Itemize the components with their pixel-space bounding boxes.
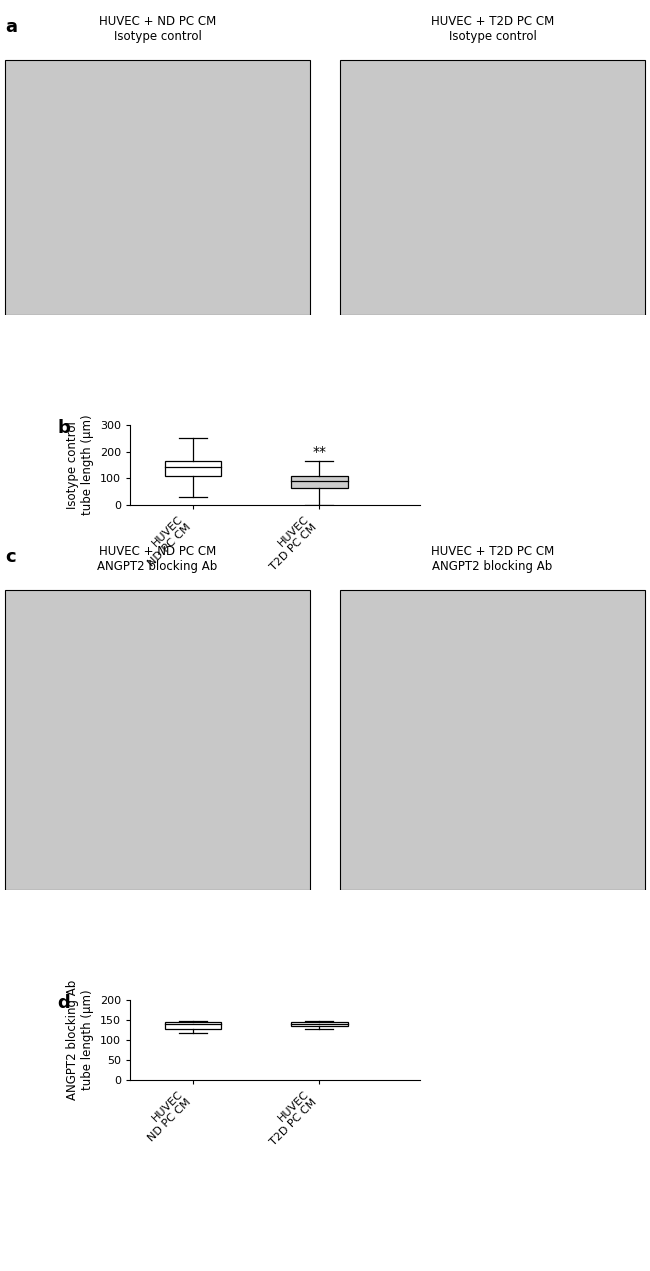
Bar (164, 461, 222, 475)
Bar (164, 1022, 222, 1030)
Text: c: c (5, 548, 16, 566)
Bar (291, 477, 348, 488)
Text: HUVEC + ND PC CM
Isotype control: HUVEC + ND PC CM Isotype control (99, 15, 216, 43)
Text: HUVEC + T2D PC CM
ANGPT2 blocking Ab: HUVEC + T2D PC CM ANGPT2 blocking Ab (431, 545, 554, 573)
Bar (291, 1022, 348, 1027)
Bar (340, 60, 645, 315)
Bar (5, 590, 310, 890)
Text: HUVEC + ND PC CM
ANGPT2 blocking Ab: HUVEC + ND PC CM ANGPT2 blocking Ab (98, 545, 218, 573)
Y-axis label: Isotype control
tube length (μm): Isotype control tube length (μm) (66, 414, 94, 515)
Bar (5, 60, 310, 315)
Text: d: d (57, 994, 70, 1012)
Text: a: a (5, 18, 17, 36)
Text: b: b (57, 418, 70, 437)
Text: **: ** (312, 445, 326, 459)
Bar (340, 590, 645, 890)
Y-axis label: ANGPT2 blocking Ab
tube length (μm): ANGPT2 blocking Ab tube length (μm) (66, 980, 94, 1101)
Text: HUVEC + T2D PC CM
Isotype control: HUVEC + T2D PC CM Isotype control (431, 15, 554, 43)
